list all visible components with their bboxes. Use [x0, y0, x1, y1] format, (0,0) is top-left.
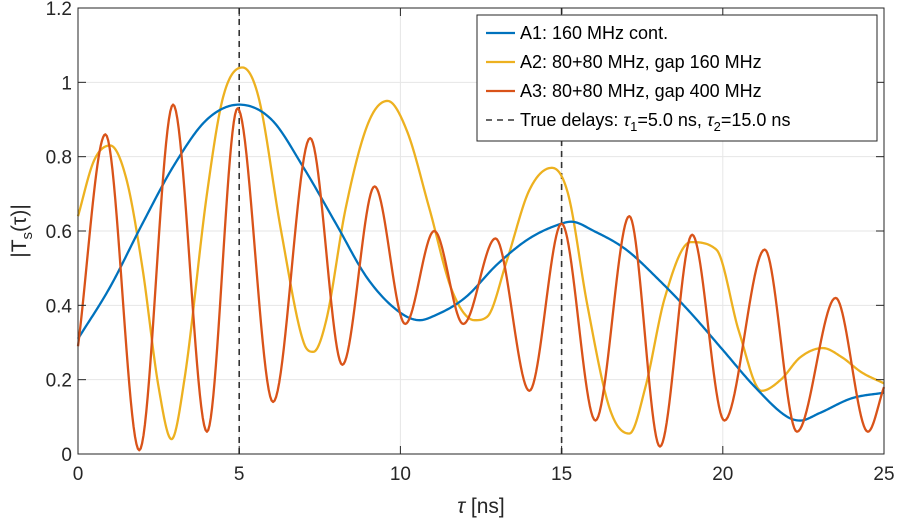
x-tick-label: 0	[73, 464, 84, 485]
legend: A1: 160 MHz cont. A2: 80+80 MHz, gap 160…	[476, 14, 878, 142]
x-tick-label: 5	[234, 464, 245, 485]
legend-tau1-sub: 1	[630, 119, 637, 134]
x-tick-label: 15	[551, 464, 572, 485]
x-axis-title: τ [ns]	[457, 495, 505, 518]
series-a1-line	[77, 103, 885, 422]
reference-lines	[238, 8, 563, 454]
y-tick-label: 0.6	[46, 222, 72, 243]
y-tick-label: 0	[61, 445, 72, 466]
series-lines	[76, 66, 886, 452]
legend-label-a1: A1: 160 MHz cont.	[520, 23, 668, 43]
x-axis-unit: [ns]	[465, 495, 505, 518]
legend-tau2-value: =15.0 ns	[721, 110, 791, 130]
x-axis-symbol: τ	[457, 495, 466, 518]
legend-tau1-value: =5.0 ns,	[637, 110, 707, 130]
series-a3-line	[76, 103, 886, 452]
x-tick-label: 20	[712, 464, 733, 485]
y-tick-label: 1	[61, 73, 72, 94]
y-tick-label: 0.4	[46, 296, 73, 317]
x-tick-label: 10	[390, 464, 411, 485]
y-axis-subscript: s	[19, 232, 36, 240]
legend-tau2-symbol: τ	[707, 110, 715, 130]
legend-label-a2: A2: 80+80 MHz, gap 160 MHz	[520, 52, 762, 72]
axis-ticks: 0 5 10 15 20 25 0 0.2 0.4 0.6 0.8 1 1.2	[46, 0, 895, 485]
y-tick-label: 0.8	[46, 148, 72, 169]
legend-tau1-symbol: τ	[623, 110, 631, 130]
legend-true-delays-prefix: True delays:	[520, 110, 623, 130]
legend-box	[476, 14, 878, 142]
y-axis-prefix: |T	[8, 239, 31, 257]
y-tick-label: 1.2	[46, 0, 72, 20]
y-axis-title: |Ts(τ)|	[8, 204, 36, 258]
legend-label-a3: A3: 80+80 MHz, gap 400 MHz	[520, 81, 762, 101]
x-tick-label: 25	[873, 464, 894, 485]
y-tick-label: 0.2	[46, 371, 72, 392]
y-axis-arg: (τ)|	[8, 204, 31, 232]
legend-label-true-delays: True delays: τ1=5.0 ns, τ2=15.0 ns	[520, 110, 790, 134]
legend-tau2-sub: 2	[714, 119, 721, 134]
